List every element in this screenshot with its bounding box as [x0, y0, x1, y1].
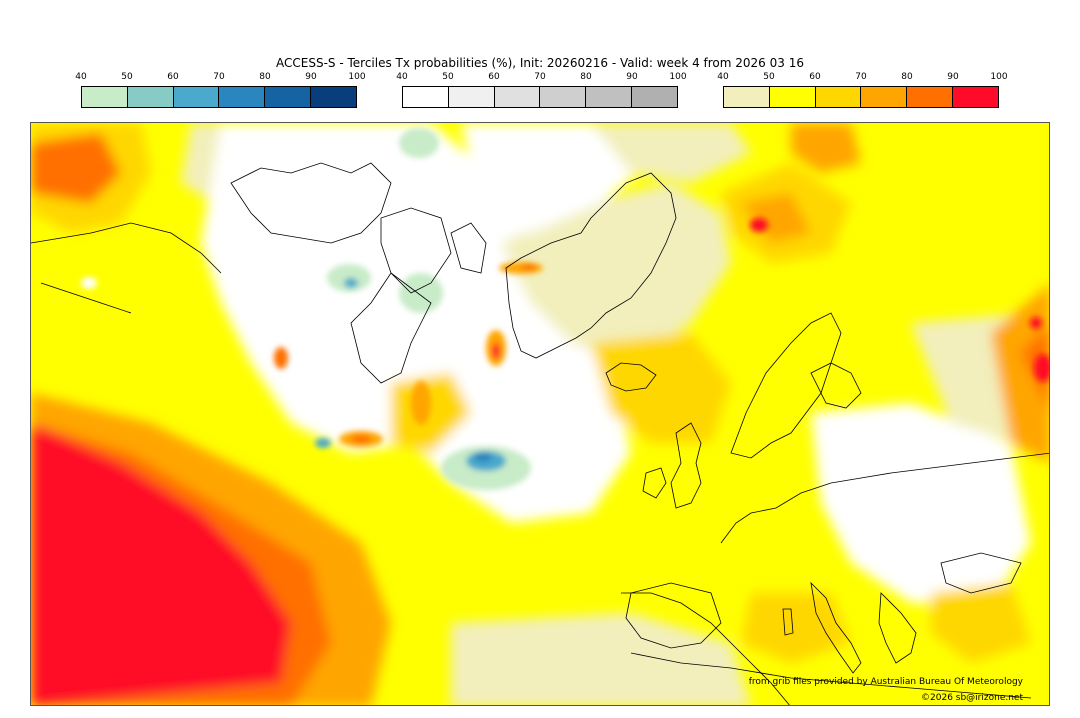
color-swatch	[403, 87, 449, 107]
colorbar-tick: 50	[442, 72, 454, 82]
colorbar-tick: 80	[901, 72, 913, 82]
probability-shading	[31, 123, 1049, 705]
colorbar-tick: 90	[305, 72, 317, 82]
color-swatch	[311, 87, 356, 107]
colorbar-tick: 40	[396, 72, 408, 82]
color-swatch	[448, 87, 495, 107]
credit-source: from grib files provided by Australian B…	[748, 677, 1023, 687]
color-swatch	[540, 87, 587, 107]
color-swatch	[265, 87, 312, 107]
color-swatch	[173, 87, 220, 107]
map-title: ACCESS-S - Terciles Tx probabilities (%)…	[276, 56, 804, 70]
probability-highlights	[81, 128, 1049, 490]
color-swatch	[219, 87, 266, 107]
color-swatch	[632, 87, 677, 107]
color-swatch	[953, 87, 998, 107]
color-swatch	[494, 87, 541, 107]
color-swatch	[769, 87, 816, 107]
colorbar-swatches	[723, 86, 999, 108]
colorbar-tick: 90	[947, 72, 959, 82]
colorbar-swatches	[81, 86, 357, 108]
color-swatch	[586, 87, 633, 107]
color-swatch	[907, 87, 954, 107]
coastlines	[31, 162, 1049, 705]
colorbar-tick: 40	[717, 72, 729, 82]
credit-copyright: ©2026 sb@irizone.net	[921, 693, 1023, 703]
color-swatch	[815, 87, 862, 107]
colorbar-tick: 100	[348, 72, 366, 82]
color-swatch	[861, 87, 908, 107]
colorbar-tick: 70	[534, 72, 546, 82]
colorbar-tick: 70	[213, 72, 225, 82]
probability-map[interactable]: from grib files provided by Australian B…	[30, 122, 1050, 706]
colorbar-tick: 70	[855, 72, 867, 82]
colorbar-tick: 40	[75, 72, 87, 82]
colorbar-tick: 60	[809, 72, 821, 82]
colorbar-tick: 80	[259, 72, 271, 82]
colorbar-tick: 90	[626, 72, 638, 82]
colorbar-below-normal: 40 50 60 70 80 90 100	[75, 72, 366, 108]
colorbar-swatches	[402, 86, 678, 108]
colorbar-tick: 50	[121, 72, 133, 82]
colorbar-tick: 80	[580, 72, 592, 82]
map-canvas	[31, 123, 1049, 705]
colorbar-tick: 100	[669, 72, 687, 82]
colorbar-ticks: 40 50 60 70 80 90 100	[717, 72, 1007, 86]
color-swatch	[127, 87, 174, 107]
color-swatch	[724, 87, 770, 107]
colorbar-tick: 60	[488, 72, 500, 82]
colorbar-tick: 60	[167, 72, 179, 82]
colorbar-tick: 50	[763, 72, 775, 82]
colorbar-tick: 100	[990, 72, 1008, 82]
colorbar-above-normal: 40 50 60 70 80 90 100	[717, 72, 1008, 108]
color-swatch	[82, 87, 128, 107]
colorbar-near-normal: 40 50 60 70 80 90 100	[396, 72, 687, 108]
colorbar-ticks: 40 50 60 70 80 90 100	[396, 72, 686, 86]
colorbar-ticks: 40 50 60 70 80 90 100	[75, 72, 365, 86]
